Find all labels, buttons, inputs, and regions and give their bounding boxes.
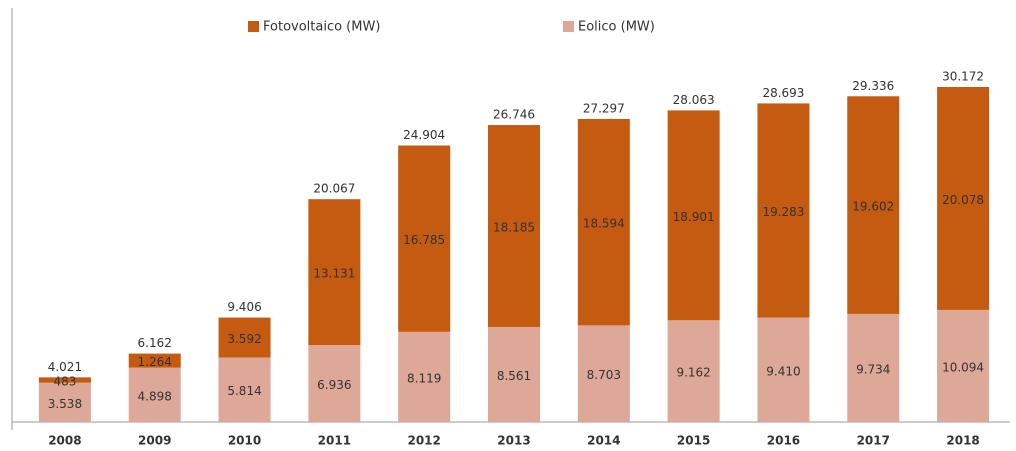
value-label: 8.561 xyxy=(497,369,531,383)
legend-label: Eolico (MW) xyxy=(578,20,655,35)
total-label: 28.063 xyxy=(673,93,715,107)
value-label: 19.602 xyxy=(852,200,894,214)
x-tick-label: 2012 xyxy=(407,434,440,448)
value-label: 9.410 xyxy=(766,364,800,378)
bar-segment xyxy=(488,125,540,327)
value-label: 6.936 xyxy=(317,378,351,392)
value-label: 1.264 xyxy=(138,355,172,369)
bar-segment xyxy=(218,357,271,422)
value-label: 3.538 xyxy=(48,397,82,411)
bar-segment xyxy=(398,331,451,422)
value-label: 3.592 xyxy=(227,332,261,346)
bar-segment xyxy=(38,382,91,422)
x-tick-label: 2015 xyxy=(677,434,710,448)
legend-swatch xyxy=(563,21,574,32)
value-label: 10.094 xyxy=(942,360,984,374)
value-label: 20.078 xyxy=(942,193,984,207)
total-label: 26.746 xyxy=(493,108,535,122)
total-label: 29.336 xyxy=(852,79,894,93)
bar-segment xyxy=(667,320,720,422)
bar-segment xyxy=(577,325,630,422)
x-tick-label: 2018 xyxy=(946,434,979,448)
bar-segment xyxy=(847,313,900,422)
bar-segment xyxy=(488,326,540,422)
x-tick-label: 2011 xyxy=(318,434,351,448)
x-tick-label: 2016 xyxy=(767,434,800,448)
total-label: 4.021 xyxy=(48,360,82,374)
x-tick-label: 2014 xyxy=(587,434,620,448)
x-tick-label: 2008 xyxy=(48,434,81,448)
bar-segment xyxy=(128,353,181,368)
bar-segment xyxy=(308,199,361,345)
total-label: 30.172 xyxy=(942,70,984,84)
bar-segment xyxy=(667,110,720,321)
bar-segment xyxy=(577,118,630,326)
x-tick-label: 2017 xyxy=(857,434,890,448)
bar-segment xyxy=(757,317,810,422)
legend-swatch xyxy=(248,21,259,32)
bar-segment xyxy=(38,377,91,383)
total-label: 9.406 xyxy=(227,300,261,314)
value-label: 18.594 xyxy=(583,217,625,231)
value-label: 4.898 xyxy=(138,389,172,403)
total-label: 20.067 xyxy=(313,182,355,196)
bar-segment xyxy=(937,309,990,422)
bar-segment xyxy=(757,103,810,318)
value-label: 19.283 xyxy=(762,205,804,219)
total-label: 27.297 xyxy=(583,101,625,115)
bar-segment xyxy=(937,87,990,310)
value-label: 8.703 xyxy=(587,368,621,382)
value-label: 9.734 xyxy=(856,362,890,376)
value-label: 18.901 xyxy=(673,210,715,224)
value-label: 8.119 xyxy=(407,371,441,385)
total-label: 6.162 xyxy=(138,336,172,350)
value-label: 18.185 xyxy=(493,220,535,234)
x-tick-label: 2009 xyxy=(138,434,171,448)
value-label: 9.162 xyxy=(676,366,710,380)
bar-segment xyxy=(128,367,181,422)
x-tick-label: 2013 xyxy=(497,434,530,448)
total-label: 24.904 xyxy=(403,128,445,142)
bar-segment xyxy=(847,96,900,314)
bar-segment xyxy=(308,344,361,422)
bar-segment xyxy=(398,145,451,332)
legend-label: Fotovoltaico (MW) xyxy=(263,20,380,35)
x-tick-label: 2010 xyxy=(228,434,261,448)
bar-segment xyxy=(218,317,271,358)
value-label: 483 xyxy=(53,375,76,389)
value-label: 5.814 xyxy=(227,384,261,398)
value-label: 16.785 xyxy=(403,233,445,247)
total-label: 28.693 xyxy=(762,86,804,100)
value-label: 13.131 xyxy=(313,267,355,281)
